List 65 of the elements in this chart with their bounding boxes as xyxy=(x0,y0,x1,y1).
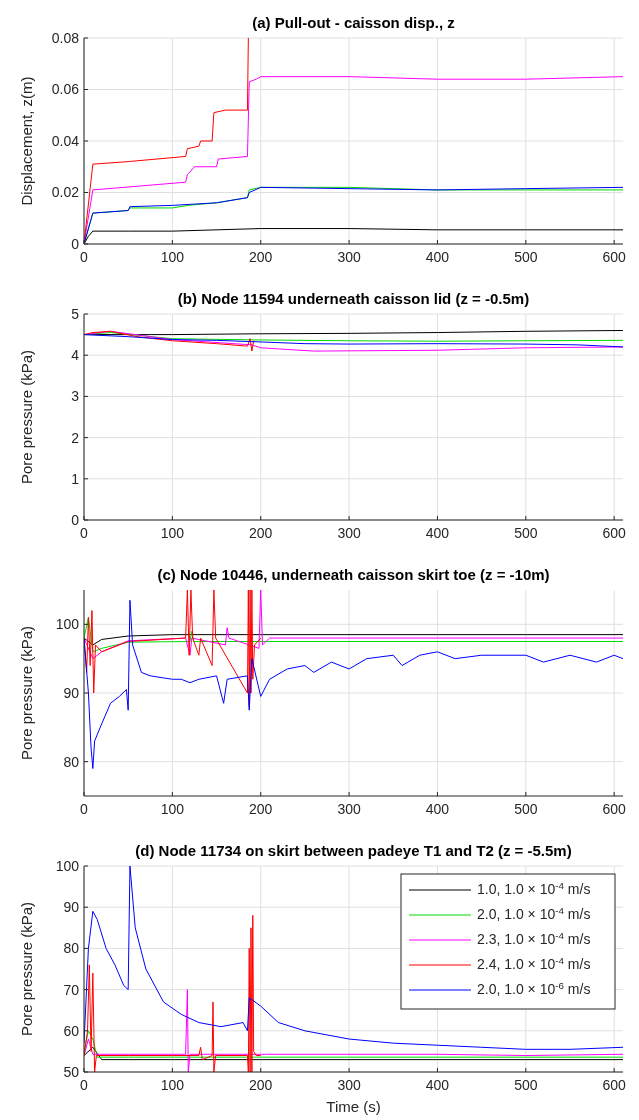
chart-title: (d) Node 11734 on skirt between padeye T1 and T2 (z = -5.5m) xyxy=(135,842,572,859)
x-tick-label: 300 xyxy=(337,801,361,817)
legend-label: 2.4, 1.0 × 10$^{-4}$ m/s xyxy=(477,954,591,972)
y-tick-label: 70 xyxy=(63,981,80,998)
line-series xyxy=(84,599,623,770)
y-tick-label: 0.02 xyxy=(51,184,80,201)
y-tick-label: 0 xyxy=(71,235,80,252)
x-tick-label: 400 xyxy=(425,1077,450,1093)
x-tick-label: 100 xyxy=(160,525,185,541)
line-series xyxy=(84,590,623,660)
y-tick-label: 50 xyxy=(63,1063,80,1080)
y-tick-label: 4 xyxy=(71,347,80,364)
y-tick-label: 1 xyxy=(71,470,80,487)
y-tick-label: 60 xyxy=(63,1022,80,1039)
x-tick-label: 300 xyxy=(337,249,361,265)
y-tick-label: 80 xyxy=(63,753,80,770)
y-tick-label: 90 xyxy=(63,899,80,916)
legend-label: 2.0, 1.0 × 10$^{-6}$ m/s xyxy=(477,979,591,997)
x-tick-label: 300 xyxy=(337,525,361,541)
y-axis-title: Displacement, z(m) xyxy=(18,76,35,206)
x-tick-label: 600 xyxy=(602,1077,627,1093)
y-axis-title: Pore pressure (kPa) xyxy=(18,349,35,485)
y-tick-label: 0.04 xyxy=(51,132,80,149)
y-tick-label: 100 xyxy=(55,857,80,874)
chart-title: (a) Pull-out - caisson disp., z xyxy=(252,14,455,31)
x-tick-label: 600 xyxy=(602,249,627,265)
x-tick-label: 300 xyxy=(337,1077,361,1093)
legend-label: 2.0, 1.0 × 10$^{-4}$ m/s xyxy=(477,904,591,922)
y-tick-label: 0.08 xyxy=(51,29,80,46)
x-tick-label: 400 xyxy=(425,525,450,541)
chart-title: (c) Node 10446, underneath caisson skirt toe (z = -10m) xyxy=(157,566,550,583)
x-tick-label: 500 xyxy=(514,1077,538,1093)
y-tick-label: 3 xyxy=(71,388,80,405)
y-axis-title: Pore pressure (kPa) xyxy=(18,901,35,1037)
x-tick-label: 200 xyxy=(249,525,273,541)
y-axis-title: Pore pressure (kPa) xyxy=(18,625,35,761)
y-tick-label: 80 xyxy=(63,940,80,957)
x-tick-label: 500 xyxy=(514,801,538,817)
y-tick-label: 2 xyxy=(71,429,80,446)
x-tick-label: 500 xyxy=(514,249,538,265)
y-tick-label: 0 xyxy=(71,511,80,528)
line-series xyxy=(84,1030,623,1058)
line-series xyxy=(84,330,255,352)
x-tick-label: 100 xyxy=(160,249,185,265)
legend-label: 2.3, 1.0 × 10$^{-4}$ m/s xyxy=(477,929,591,947)
x-tick-label: 500 xyxy=(514,525,538,541)
y-tick-label: 0.06 xyxy=(51,81,80,98)
y-tick-label: 5 xyxy=(71,305,80,322)
chart-title: (b) Node 11594 underneath caisson lid (z = -0.5m) xyxy=(177,290,530,307)
x-tick-label: 200 xyxy=(249,801,273,817)
x-tick-label: 600 xyxy=(602,525,627,541)
line-series xyxy=(84,914,262,1072)
x-tick-label: 400 xyxy=(425,249,450,265)
x-axis-title: Time (s) xyxy=(326,1098,381,1115)
x-tick-label: 100 xyxy=(160,801,185,817)
x-tick-label: 200 xyxy=(249,249,273,265)
y-tick-label: 90 xyxy=(63,684,80,701)
legend-label: 1.0, 1.0 × 10$^{-4}$ m/s xyxy=(477,879,591,897)
x-tick-label: 400 xyxy=(425,801,450,817)
line-series xyxy=(84,634,623,646)
y-tick-label: 100 xyxy=(55,616,80,633)
x-tick-label: 100 xyxy=(160,1077,185,1093)
x-tick-label: 600 xyxy=(602,801,627,817)
x-tick-label: 200 xyxy=(249,1077,273,1093)
line-series xyxy=(84,616,623,653)
